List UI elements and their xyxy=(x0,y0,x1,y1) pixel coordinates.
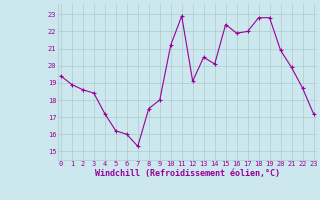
X-axis label: Windchill (Refroidissement éolien,°C): Windchill (Refroidissement éolien,°C) xyxy=(95,169,280,178)
